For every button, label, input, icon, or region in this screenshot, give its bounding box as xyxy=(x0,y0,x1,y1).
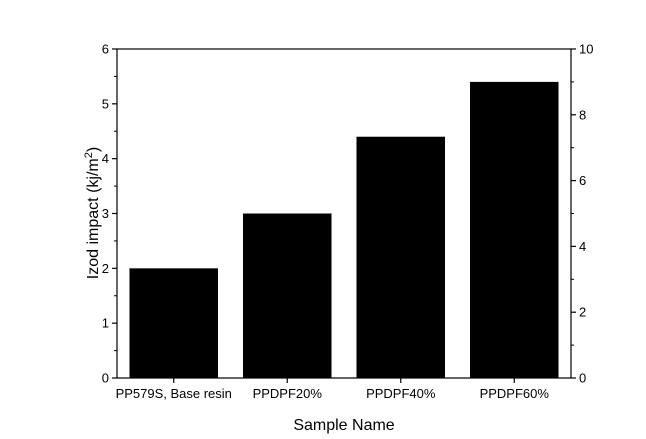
right-tick-label: 10 xyxy=(579,42,593,57)
left-tick-label: 6 xyxy=(102,42,109,57)
x-axis: PP579S, Base resin PPDPF20% PPDPF40% PPDPF6… xyxy=(116,378,550,401)
y-axis-title-prefix: Izod impact (kj/m xyxy=(85,158,102,279)
left-tick-label: 4 xyxy=(102,151,109,166)
y-axis-title: Izod impact (kj/m2) xyxy=(83,147,102,279)
right-tick-label: 4 xyxy=(579,239,586,254)
x-axis-title: Sample Name xyxy=(293,417,394,434)
right-y-axis: 0 2 4 6 8 10 xyxy=(571,42,593,386)
x-tick-label: PPDPF60% xyxy=(480,386,550,401)
left-tick-label: 2 xyxy=(102,261,109,276)
y-axis-title-superscript: 2 xyxy=(83,152,95,158)
right-tick-label: 2 xyxy=(579,305,586,320)
right-tick-label: 6 xyxy=(579,173,586,188)
y-axis-title-suffix: ) xyxy=(85,147,102,152)
left-tick-label: 5 xyxy=(102,96,109,111)
x-tick-label: PPDPF20% xyxy=(253,386,323,401)
left-tick-label: 1 xyxy=(102,316,109,331)
bar-3 xyxy=(356,136,446,378)
x-tick-label: PPDPF40% xyxy=(366,386,436,401)
bar-2 xyxy=(242,213,332,378)
left-tick-label: 0 xyxy=(102,371,109,386)
bar-1 xyxy=(129,268,219,378)
right-tick-label: 8 xyxy=(579,107,586,122)
left-tick-label: 3 xyxy=(102,206,109,221)
x-tick-label: PP579S, Base resin xyxy=(116,386,232,401)
left-y-axis: 0 1 2 3 4 5 6 xyxy=(102,42,117,386)
bars-group xyxy=(129,81,559,379)
right-tick-label: 0 xyxy=(579,371,586,386)
bar-4 xyxy=(469,81,559,379)
